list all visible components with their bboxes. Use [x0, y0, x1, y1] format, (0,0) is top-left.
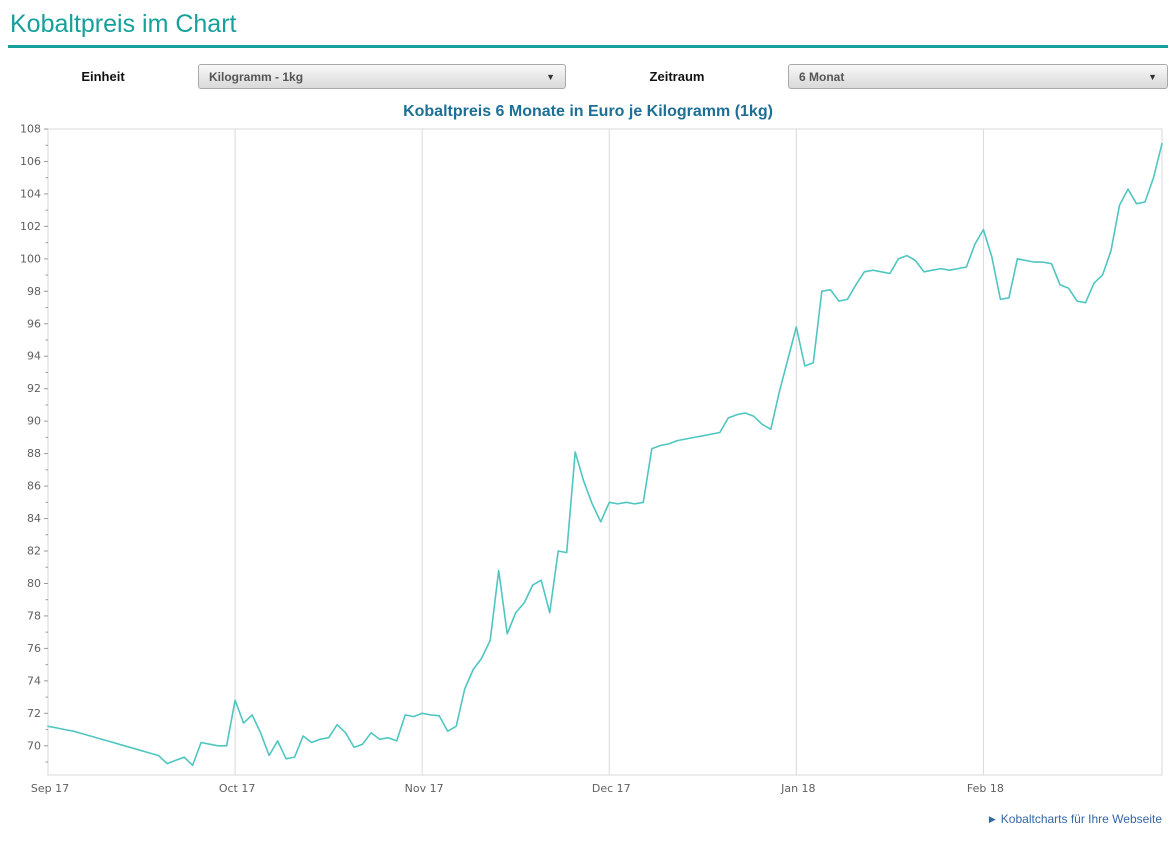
- y-tick-label: 96: [27, 317, 41, 330]
- title-divider: [8, 45, 1168, 48]
- x-tick-label: Dec 17: [592, 782, 631, 795]
- x-tick-label: Jan 18: [780, 782, 815, 795]
- unit-selected-value: Kilogramm - 1kg: [209, 69, 304, 84]
- y-tick-label: 100: [20, 252, 41, 265]
- y-tick-label: 80: [27, 577, 41, 590]
- y-tick-label: 86: [27, 480, 41, 493]
- price-chart-svg: Sep 17 Oct 17 Nov 17 Dec 17 Jan 18 Feb 18 70 72…: [20, 123, 1163, 795]
- footer: ▶ Kobaltcharts für Ihre Webseite: [8, 806, 1168, 838]
- x-tick-label: Feb 18: [967, 782, 1004, 795]
- kobaltcharts-link[interactable]: ▶ Kobaltcharts für Ihre Webseite: [989, 812, 1162, 826]
- period-select[interactable]: 6 Monat ▼: [788, 64, 1168, 89]
- chevron-right-icon: ▶: [988, 813, 996, 824]
- price-chart: Sep 17 Oct 17 Nov 17 Dec 17 Jan 18 Feb 18 70 72…: [8, 123, 1168, 806]
- plot-border: [47, 128, 1163, 776]
- x-tick-label: Sep 17: [31, 782, 69, 795]
- y-tick-label: 76: [27, 642, 41, 655]
- x-tick-label: Nov 17: [405, 782, 444, 795]
- y-tick-label: 92: [27, 382, 41, 395]
- y-tick-label: 104: [20, 187, 41, 200]
- period-label: Zeitraum: [649, 69, 705, 84]
- controls-bar: Einheit Kilogramm - 1kg ▼ Zeitraum 6 Mon…: [8, 64, 1168, 89]
- y-tick-label: 102: [20, 220, 41, 233]
- y-tick-label: 74: [27, 674, 41, 687]
- y-tick-label: 94: [27, 350, 41, 363]
- chart-title: Kobaltpreis 6 Monate in Euro je Kilogram…: [403, 103, 773, 120]
- kobaltcharts-link-label: Kobaltcharts für Ihre Webseite: [1000, 812, 1162, 826]
- y-tick-label: 88: [27, 447, 41, 460]
- y-tick-label: 98: [27, 285, 41, 298]
- chevron-down-icon: ▼: [1148, 71, 1157, 82]
- y-tick-label: 78: [27, 609, 41, 622]
- price-line: [47, 142, 1163, 767]
- y-tick-label: 108: [20, 123, 41, 136]
- y-tick-label: 72: [27, 707, 41, 720]
- page-title: Kobaltpreis im Chart: [10, 10, 237, 38]
- period-selected-value: 6 Monat: [799, 69, 845, 84]
- y-tick-label: 70: [27, 739, 41, 752]
- y-tick-label: 82: [27, 545, 41, 558]
- page: Kobaltpreis im Chart Einheit Kilogramm -…: [0, 10, 1176, 838]
- unit-select[interactable]: Kilogramm - 1kg ▼: [198, 64, 566, 89]
- chevron-down-icon: ▼: [546, 71, 555, 82]
- y-tick-label: 90: [27, 415, 41, 428]
- unit-label: Einheit: [81, 69, 125, 84]
- y-tick-label: 106: [20, 155, 41, 168]
- x-tick-label: Oct 17: [219, 782, 256, 795]
- y-tick-label: 84: [27, 512, 41, 525]
